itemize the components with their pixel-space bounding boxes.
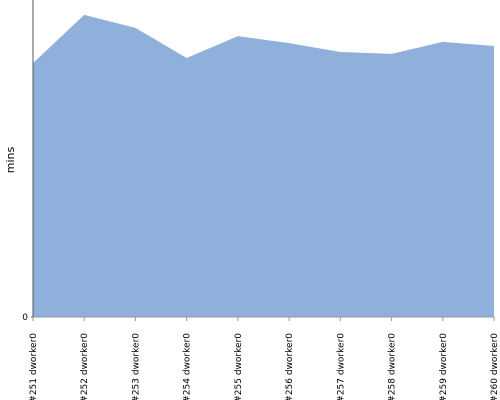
x-tick-label: #253 dworker0 [131, 333, 141, 400]
area [33, 14, 494, 318]
y-tick-label: 0 [22, 313, 28, 323]
x-tick-label: #259 dworker0 [439, 333, 449, 400]
x-tick-label: #260 dworker0 [490, 333, 500, 400]
x-tick-label: #254 dworker0 [183, 333, 193, 400]
x-tick-label: #251 dworker0 [29, 333, 39, 400]
x-tick-label: #257 dworker0 [336, 333, 346, 400]
x-tick-label: #252 dworker0 [80, 333, 90, 400]
x-tick-label: #258 dworker0 [388, 333, 398, 400]
x-tick-label: #255 dworker0 [234, 333, 244, 400]
y-axis-label: mins [4, 146, 17, 173]
x-tick-label: #256 dworker0 [285, 333, 295, 400]
